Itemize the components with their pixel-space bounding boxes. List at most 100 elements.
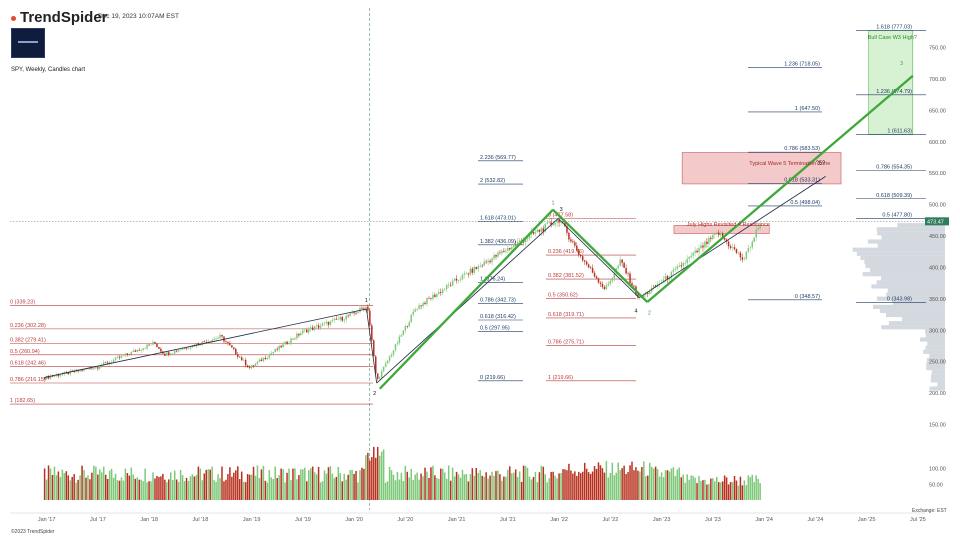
volume-bar — [627, 472, 629, 500]
candle-body — [485, 261, 487, 263]
volume-bar — [690, 475, 692, 500]
candle-body — [369, 310, 371, 326]
x-tick-label: Jul '25 — [910, 517, 926, 523]
candle-body — [120, 355, 123, 358]
candle-body — [329, 321, 332, 325]
candle-body — [227, 342, 229, 344]
candle-body — [406, 326, 409, 327]
candle-body — [507, 248, 509, 251]
candle-body — [337, 319, 340, 321]
x-tick-label: Jul '24 — [808, 517, 824, 523]
candle-body — [132, 350, 135, 352]
volume-bar — [331, 473, 334, 500]
volume-bar — [286, 472, 288, 500]
volume-bar — [477, 472, 480, 500]
profile-bar — [931, 370, 945, 375]
candle-body — [138, 350, 140, 351]
candle-body — [400, 335, 403, 337]
volume-bar — [373, 446, 375, 500]
candle-body — [570, 239, 572, 242]
candle-body — [461, 274, 464, 280]
candle-body — [704, 241, 706, 248]
candle-body — [617, 265, 619, 269]
candle-body — [69, 370, 71, 375]
candle-body — [148, 344, 150, 346]
volume-bar — [292, 468, 294, 500]
candle-body — [546, 222, 548, 224]
profile-bar — [929, 386, 945, 391]
volume-bar — [503, 476, 505, 500]
candle-body — [384, 363, 387, 367]
volume-bar — [639, 471, 641, 500]
candle-body — [404, 326, 407, 331]
candle-body — [189, 347, 192, 349]
candle-body — [130, 351, 133, 355]
volume-bar — [93, 465, 95, 500]
profile-bar — [876, 280, 945, 285]
volume-bar — [475, 467, 478, 500]
volume-bar — [327, 467, 330, 500]
volume-bar — [609, 472, 612, 500]
candle-body — [110, 362, 113, 363]
profile-bar — [877, 231, 945, 236]
profile-bar — [925, 333, 945, 338]
candle-body — [394, 344, 397, 351]
volume-bar — [47, 465, 50, 500]
candle-body — [225, 341, 227, 343]
candle-body — [266, 357, 269, 359]
volume-bar — [345, 479, 347, 500]
profile-bar — [872, 304, 945, 309]
volume-bar — [347, 474, 349, 500]
candle-body — [451, 280, 454, 286]
x-tick-label: Jul '21 — [500, 517, 516, 523]
candle-body — [254, 363, 257, 366]
annotation-label: Bull Case W3 High? — [868, 35, 917, 41]
volume-bar — [562, 469, 564, 500]
profile-bar — [937, 382, 945, 387]
volume-bar — [302, 469, 304, 500]
candle-body — [759, 226, 761, 229]
y-tick-label: 600.00 — [929, 140, 946, 146]
candle-body — [516, 241, 519, 245]
volume-bar — [276, 478, 278, 500]
volume-bar — [162, 473, 164, 500]
volume-bar — [652, 468, 655, 500]
candle-body — [749, 247, 752, 249]
profile-bar — [871, 284, 945, 289]
candle-body — [694, 250, 696, 253]
volume-bar — [436, 477, 438, 500]
candle-body — [747, 248, 750, 252]
elliott-wave-line — [376, 218, 559, 384]
volume-bar — [447, 465, 450, 500]
candle-body — [578, 250, 580, 255]
candle-body — [238, 356, 241, 358]
candle-body — [469, 268, 472, 275]
x-tick-label: Jul '19 — [295, 517, 311, 523]
wave5-zone — [681, 152, 842, 185]
volume-bar — [729, 482, 732, 500]
x-tick-label: Jan '21 — [448, 517, 466, 523]
volume-bar — [619, 470, 621, 500]
candle-body — [524, 239, 527, 243]
exchange-label: Exchange: EST — [912, 508, 947, 514]
candle-body — [106, 362, 109, 364]
volume-bar — [390, 470, 393, 500]
volume-bar — [501, 480, 503, 500]
candle-body — [422, 302, 424, 307]
fib-level-label: 1 (647.50) — [795, 106, 820, 112]
candle-body — [544, 223, 547, 232]
volume-bar — [743, 480, 746, 500]
candle-body — [436, 293, 438, 297]
y-tick-label: 250.00 — [929, 360, 946, 366]
candle-body — [532, 232, 535, 234]
volume-bar — [469, 474, 472, 500]
candle-body — [514, 244, 517, 246]
volume-bar — [114, 473, 117, 500]
volume-bar — [235, 470, 237, 500]
volume-bar — [375, 457, 377, 500]
volume-bar — [512, 472, 515, 500]
volume-bar — [97, 474, 99, 500]
volume-bar — [183, 481, 186, 500]
candle-body — [706, 241, 708, 244]
